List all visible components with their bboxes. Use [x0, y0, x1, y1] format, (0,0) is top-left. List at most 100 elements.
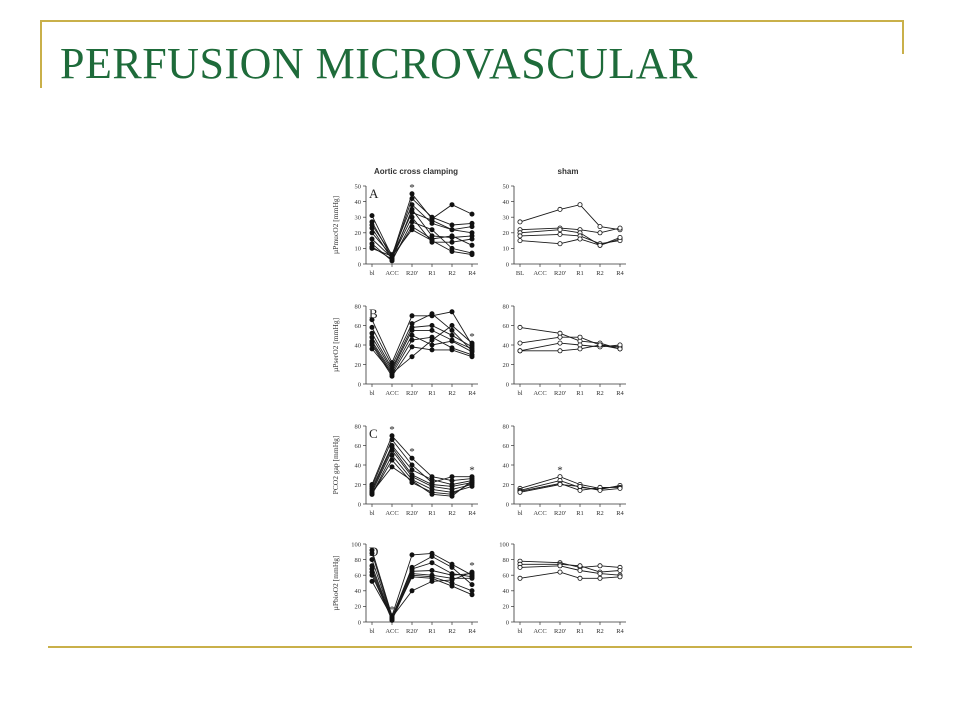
panel-2-series-3-point — [557, 227, 563, 233]
panel-1-series-4-line — [371, 208, 473, 261]
panel-7-y-tick-label: 100 — [351, 541, 361, 548]
panel-5-series-3-line — [371, 444, 473, 489]
panel-8-y-tick-label: 0 — [506, 619, 509, 626]
panel-4-series-4-point — [557, 348, 563, 354]
panel-1-series-8-line — [371, 225, 473, 260]
panel-6-y-tick-label: 20 — [503, 482, 510, 489]
panel-1-series-8-point — [449, 233, 455, 239]
panel-1-series-9-point — [409, 227, 415, 233]
panel-7-x-tick-label: R4 — [468, 628, 476, 635]
panel-7-y-tick-label: 60 — [355, 573, 362, 580]
panel-3-series-8-point — [469, 340, 475, 346]
panel-8-series-1-point — [597, 563, 603, 569]
panel-7-y-tick-label: 40 — [355, 588, 362, 595]
panel-7-series-8-line — [371, 571, 473, 619]
panel-7-series-2-point — [449, 564, 455, 570]
panel-6-x-tick-label: R1 — [576, 510, 584, 517]
panel-4-x-tick-label: R20' — [554, 390, 566, 397]
panel-8-y-tick-label: 80 — [503, 557, 510, 564]
panel-7-series-1-point — [409, 552, 415, 558]
panel-6-y-tick-label: 40 — [503, 462, 510, 469]
panel-5-x-tick-label: R4 — [468, 510, 476, 517]
panel-8-x-tick-label: bl — [517, 628, 522, 635]
column-title-sham: sham — [558, 167, 579, 176]
panel-8-series-3-point — [597, 571, 603, 577]
panel-7-series-4-line — [371, 565, 473, 621]
panel-8-x-tick-label: R1 — [576, 628, 584, 635]
panel-3-series-5-point — [449, 338, 455, 344]
panel-7-series-2-line — [371, 553, 473, 619]
right-vertical-rule — [902, 20, 904, 54]
panel-3-series-8-point — [409, 354, 415, 360]
panel-8-x-tick-label: R2 — [596, 628, 604, 635]
panel-1-series-6-point — [369, 236, 375, 242]
panel-2-x-tick-label: R20' — [554, 270, 566, 277]
panel-8-series-4-point — [557, 569, 563, 575]
panel-5-series-3-point — [429, 477, 435, 483]
panel-1-series-5-point — [369, 230, 375, 236]
panel-2-series-5-point — [617, 235, 623, 241]
panel-7-x-tick-label: R1 — [428, 628, 436, 635]
panel-6-series-4-point — [517, 489, 523, 495]
panel-3-y-axis-label: µPserO2 [mmHg] — [331, 318, 340, 372]
panel-3-series-1-point — [449, 309, 455, 315]
panel-5-series-7-point — [389, 457, 395, 463]
panel-7-series-7-point — [369, 572, 375, 578]
panel-5-series-8-point — [369, 489, 375, 495]
panel-1-series-7-point — [429, 227, 435, 233]
panel-2-series-5-point — [517, 238, 523, 244]
panel-6-x-tick-label: R20' — [554, 510, 566, 517]
panel-1-series-9-point — [429, 238, 435, 244]
panel-1-series-5-line — [371, 211, 473, 258]
panel-7-series-8-point — [429, 578, 435, 584]
panel-2-y-tick-label: 40 — [503, 199, 510, 206]
panel-4-series-3-point — [557, 340, 563, 346]
panel-5-series-1-point — [409, 455, 415, 461]
panel-2-series-2-line — [519, 227, 621, 234]
panel-1-series-7-line — [371, 221, 473, 262]
panel-7-series-7-line — [371, 575, 473, 620]
panel-1-series-3-line — [371, 203, 473, 256]
panel-2-series-4-point — [517, 233, 523, 239]
panel-5-significance-marker: * — [469, 465, 475, 477]
panel-8-series-4-point — [517, 575, 523, 581]
panel-7-series-2-point — [469, 582, 475, 588]
panel-6-y-tick-label: 60 — [503, 443, 510, 450]
panel-1-series-5-point — [409, 210, 415, 216]
panel-5-series-6-point — [389, 452, 395, 458]
panel-7-significance-marker: * — [389, 604, 395, 616]
panel-2-series-1-line — [519, 204, 621, 231]
panel-4-y-tick-label: 0 — [506, 381, 509, 388]
panel-8-y-tick-label: 20 — [503, 604, 510, 611]
panel-5-series-5-line — [371, 449, 473, 493]
panel-3-series-4-line — [371, 329, 473, 372]
panel-5-series-1-line — [371, 434, 473, 485]
panel-1-series-6-point — [409, 214, 415, 220]
panel-4-series-2-line — [519, 336, 621, 348]
panel-5-y-tick-label: 80 — [355, 423, 362, 430]
panel-1-series-1-point — [469, 211, 475, 217]
panel-3-y-tick-label: 60 — [355, 323, 362, 330]
panel-7-y-axis-label: µPbioO2 [mmHg] — [331, 556, 340, 611]
panel-5-series-8-point — [449, 493, 455, 499]
panel-5-series-8-point — [389, 464, 395, 470]
panel-5-series-4-line — [371, 446, 473, 491]
panel-6-series-4-point — [617, 485, 623, 491]
panel-4-series-4-point — [617, 346, 623, 352]
panel-7-y-tick-label: 80 — [355, 557, 362, 564]
panel-8-x-tick-label: ACC — [533, 628, 546, 635]
panel-3-series-5-line — [371, 334, 473, 374]
panel-1-series-5-point — [469, 230, 475, 236]
panel-1-series-3-point — [409, 202, 415, 208]
panel-6-x-tick-label: R2 — [596, 510, 604, 517]
panel-1-y-tick-label: 30 — [355, 215, 362, 222]
panel-8-series-3-point — [557, 563, 563, 569]
panel-5-series-8-line — [371, 466, 473, 497]
panel-2-series-5-point — [577, 236, 583, 242]
panel-5-series-2-point — [389, 437, 395, 443]
panel-5-x-tick-label: R20' — [406, 510, 418, 517]
panel-2-series-5-point — [557, 241, 563, 247]
panel-1-series-2-point — [409, 196, 415, 202]
panel-5-series-8-point — [469, 478, 475, 484]
slide-title: PERFUSION MICROVASCULAR — [60, 39, 698, 88]
